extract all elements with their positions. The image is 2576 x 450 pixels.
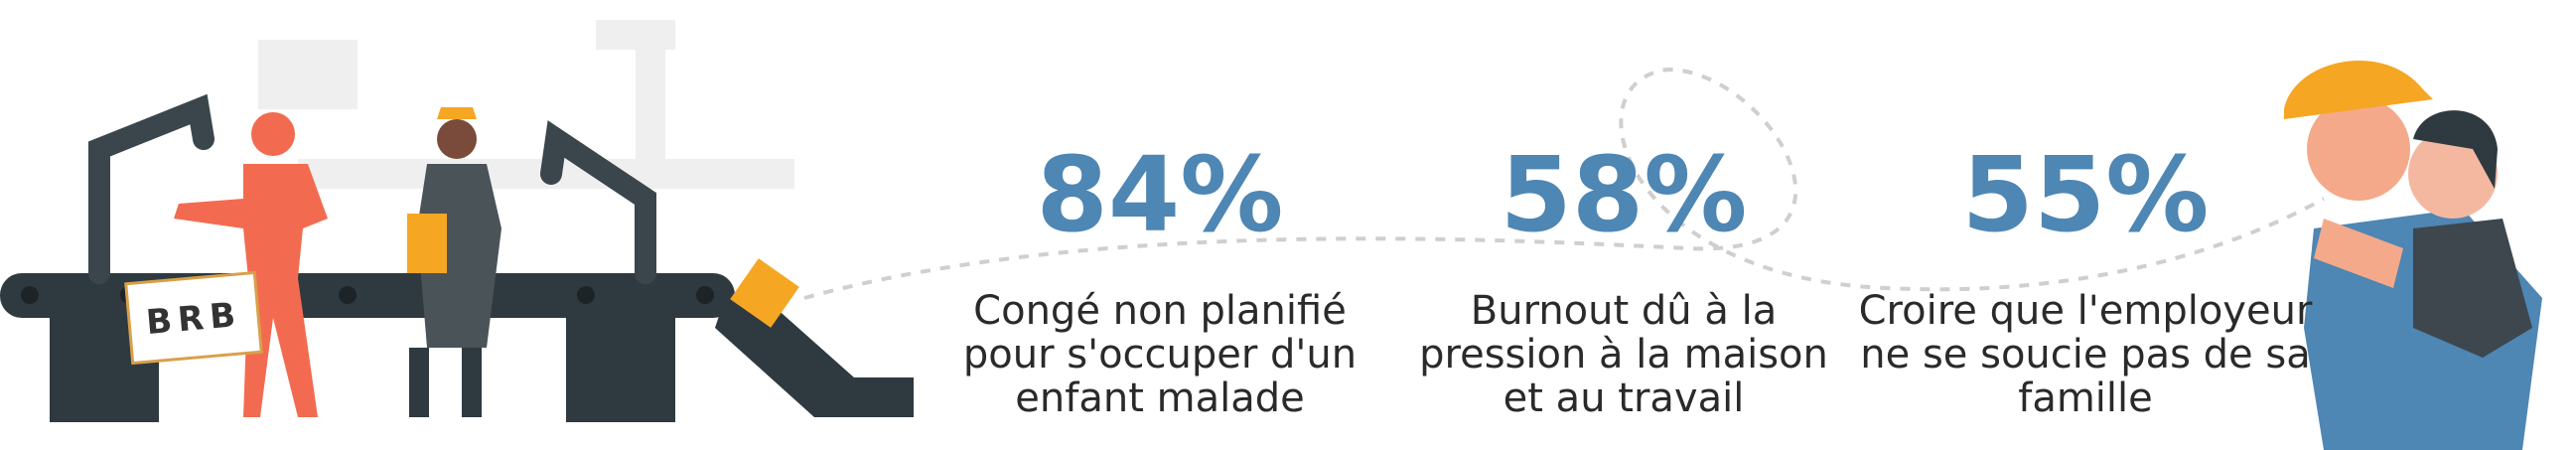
- sign-text: BRB: [145, 295, 243, 343]
- stat-label: pour s'occuper d'un: [963, 332, 1357, 377]
- stat-label: ne se soucie pas de sa: [1860, 332, 2310, 377]
- stat-label: Croire que l'employeur: [1859, 288, 2313, 334]
- stat-label: pression à la maison: [1419, 332, 1828, 377]
- worker-dark: [407, 107, 501, 417]
- sign: BRB: [124, 270, 263, 366]
- stat-value: 58%: [1501, 134, 1748, 255]
- stat-label: et au travail: [1503, 375, 1745, 421]
- stat-label: Burnout dû à la: [1471, 288, 1777, 334]
- parent-child: [2284, 61, 2542, 450]
- stat-value: 55%: [1962, 134, 2210, 255]
- stat-label: famille: [2018, 375, 2153, 421]
- background-machine: [258, 20, 794, 189]
- robot-arms: [88, 93, 656, 284]
- worker-orange: [174, 112, 328, 417]
- stat-label: Congé non planifié: [973, 288, 1347, 334]
- stat-label: enfant malade: [1015, 375, 1304, 421]
- stat-value: 84%: [1037, 134, 1284, 255]
